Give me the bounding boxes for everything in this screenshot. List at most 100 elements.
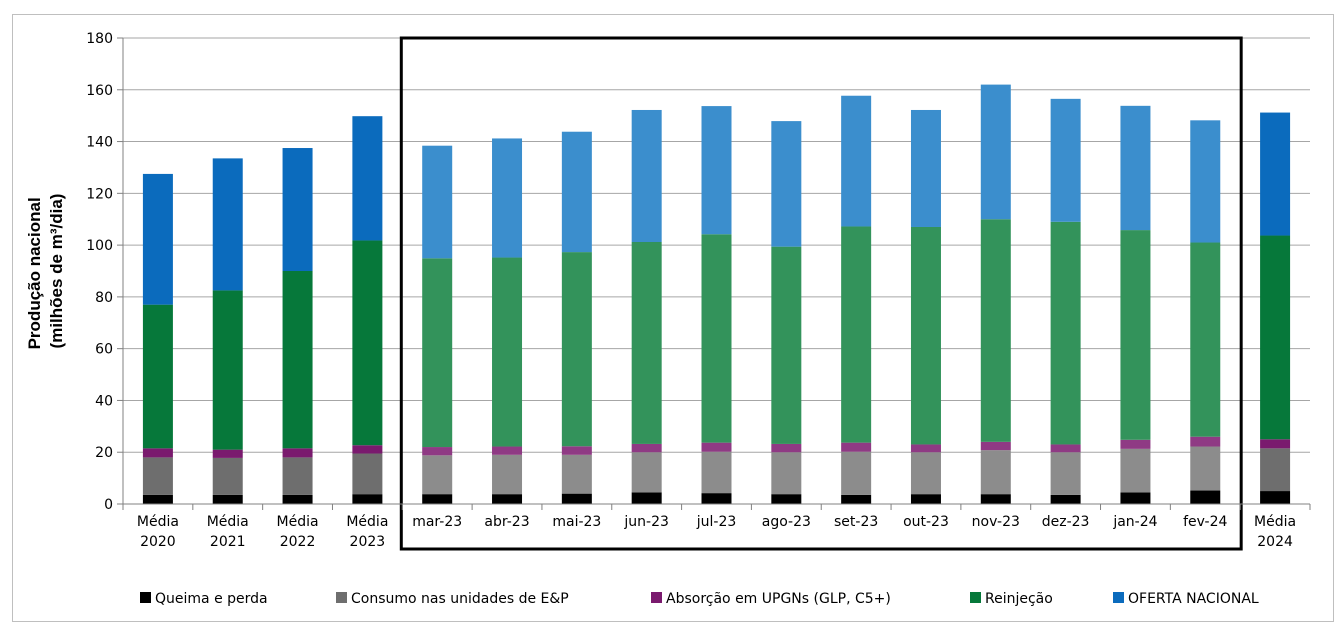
bar-segment <box>561 493 592 504</box>
bar-segment <box>422 145 453 259</box>
bar-segment <box>142 173 173 305</box>
bar-segment <box>631 109 662 243</box>
y-tick-label: 140 <box>86 135 113 151</box>
x-tick-label-line: mai-23 <box>552 514 601 530</box>
bar-segment <box>352 445 383 454</box>
bar-segment <box>561 131 592 253</box>
y-tick-label: 0 <box>104 497 113 513</box>
bar-segment <box>701 493 732 504</box>
bar-segment <box>631 492 662 504</box>
bar-segment <box>841 442 872 452</box>
legend-swatch <box>970 592 981 603</box>
bar-segment <box>1190 120 1221 243</box>
bars <box>142 84 1291 504</box>
bar-segment <box>492 138 523 258</box>
y-axis-title-line1: Produção nacional <box>25 197 44 349</box>
bar-segment <box>701 442 732 452</box>
x-tick-label-line: abr-23 <box>484 514 529 530</box>
bar-segment <box>980 441 1011 451</box>
bar-segment <box>1260 448 1291 492</box>
x-tick-label-line: 2023 <box>350 534 386 550</box>
x-tick-label-line: 2024 <box>1257 534 1293 550</box>
axes: 0 20 40 60 80 100 120 140 160 180 Média 2020 Média 20… <box>86 31 1311 550</box>
bar-segment <box>771 443 802 453</box>
bar-segment <box>910 452 941 495</box>
bar-segment <box>771 452 802 495</box>
bar-segment <box>1120 448 1151 493</box>
legend-swatch <box>651 592 662 603</box>
y-axis-title: Produção nacional (milhões de m³/dia) <box>25 193 66 350</box>
x-tick-label-line: 2021 <box>210 534 246 550</box>
bar-segment <box>492 446 523 455</box>
bar-segment <box>212 290 243 450</box>
bar-segment <box>1190 242 1221 437</box>
bar-segment <box>701 234 732 443</box>
bar-segment <box>1050 98 1081 222</box>
bar-segment <box>631 452 662 493</box>
x-tick-label-line: Média <box>137 514 179 530</box>
x-tick-label-line: mar-23 <box>412 514 462 530</box>
bar-segment <box>910 444 941 453</box>
bar-segment <box>841 494 872 504</box>
x-tick-label: abr-23 <box>484 514 529 530</box>
x-tick-label: jun-23 <box>623 514 669 530</box>
bar-segment <box>422 455 453 495</box>
x-tick-label: Média 2021 <box>207 514 249 550</box>
bar-segment <box>910 226 941 445</box>
bar-segment <box>701 451 732 494</box>
legend-swatch <box>1113 592 1124 603</box>
legend-label: Absorção em UPGNs (GLP, C5+) <box>666 591 891 607</box>
x-tick-label-line: Média <box>346 514 388 530</box>
bar-segment <box>561 446 592 455</box>
x-tick-label-line: jul-23 <box>696 514 737 530</box>
bar-segment <box>1260 235 1291 440</box>
bar-segment <box>1190 446 1221 491</box>
bar-segment <box>1050 452 1081 495</box>
bar-segment <box>910 494 941 504</box>
bar-segment <box>422 447 453 456</box>
x-tick-label: jan-24 <box>1112 514 1157 530</box>
y-tick-label: 180 <box>86 31 113 47</box>
bar-segment <box>841 95 872 227</box>
legend-label: Queima e perda <box>155 591 268 607</box>
bar-segment <box>980 84 1011 220</box>
x-tick-label-line: dez-23 <box>1042 514 1090 530</box>
x-tick-label: fev-24 <box>1183 514 1227 530</box>
chart-frame <box>12 14 1334 622</box>
bar-segment <box>561 252 592 447</box>
bar-segment <box>701 106 732 235</box>
bar-segment <box>212 494 243 504</box>
bar-segment <box>631 443 662 453</box>
y-tick-label: 40 <box>95 393 113 409</box>
y-tick-label: 20 <box>95 445 113 461</box>
bar-segment <box>561 454 592 494</box>
bar-segment <box>142 448 173 458</box>
y-tick-label: 120 <box>86 186 113 202</box>
x-tick-label: Média 2022 <box>277 514 319 550</box>
x-tick-label-line: ago-23 <box>762 514 811 530</box>
legend: Queima e perda Consumo nas unidades de E&… <box>140 591 1259 607</box>
x-tick-label: ago-23 <box>762 514 811 530</box>
x-tick-label-line: Média <box>1254 514 1296 530</box>
x-tick-label-line: nov-23 <box>972 514 1020 530</box>
x-tick-label: dez-23 <box>1042 514 1090 530</box>
x-tick-label: set-23 <box>834 514 878 530</box>
bar-segment <box>282 448 313 458</box>
y-tick-label: 100 <box>86 238 113 254</box>
bar-segment <box>841 451 872 495</box>
y-axis-title-line2: (milhões de m³/dia) <box>47 194 66 349</box>
x-tick-label: mar-23 <box>412 514 462 530</box>
bar-segment <box>910 109 941 227</box>
x-tick-label-line: Média <box>207 514 249 530</box>
legend-label: Consumo nas unidades de E&P <box>351 591 569 607</box>
x-tick-label: mai-23 <box>552 514 601 530</box>
highlight-box <box>399 36 1243 551</box>
x-tick-label: Média 2020 <box>137 514 179 550</box>
bar-segment <box>631 242 662 444</box>
y-tick-label: 160 <box>86 83 113 99</box>
bar-segment <box>352 116 383 241</box>
legend-label: Reinjeção <box>985 591 1053 607</box>
bar-segment <box>1260 439 1291 449</box>
y-tick-label: 60 <box>95 342 113 358</box>
